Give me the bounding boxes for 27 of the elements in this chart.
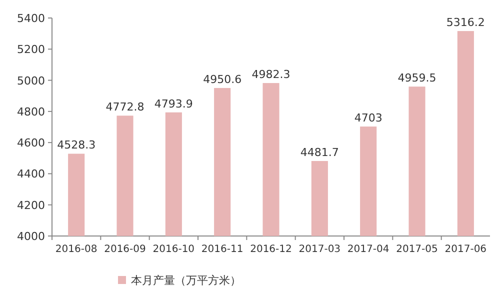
x-tick-label: 2016-10: [152, 244, 195, 255]
y-tick-label: 4600: [17, 136, 45, 150]
y-tick-label: 4200: [17, 198, 45, 212]
data-label: 4481.7: [300, 146, 339, 159]
x-tick-label: 2017-05: [396, 244, 438, 255]
data-label: 4950.6: [203, 72, 242, 86]
x-tick-label: 2017-06: [444, 244, 487, 255]
data-label: 4959.5: [398, 72, 436, 85]
data-label: 4528.3: [57, 138, 96, 152]
data-label: 4793.9: [154, 97, 193, 110]
x-tick-label: 2016-09: [104, 244, 146, 255]
y-tick-label: 4800: [17, 105, 45, 118]
x-tick-label: 2016-08: [55, 244, 98, 255]
x-tick-label: 2017-04: [347, 244, 390, 255]
y-tick-label: 4400: [17, 168, 45, 181]
data-label: 4982.3: [252, 68, 290, 82]
x-tick-label: 2016-11: [201, 244, 244, 255]
x-tick-label: 2017-03: [298, 244, 341, 255]
data-label: 4703: [354, 112, 382, 125]
y-tick-label: 5200: [17, 43, 45, 56]
data-label: 4772.8: [106, 100, 144, 114]
y-tick-label: 4000: [17, 230, 45, 243]
y-tick-label: 5400: [17, 12, 45, 25]
x-tick-label: 2016-12: [250, 244, 292, 255]
y-tick-label: 5000: [17, 74, 45, 88]
data-label: 5316.2: [446, 16, 485, 30]
legend-label: 本月产量（万平方米）: [131, 274, 241, 287]
